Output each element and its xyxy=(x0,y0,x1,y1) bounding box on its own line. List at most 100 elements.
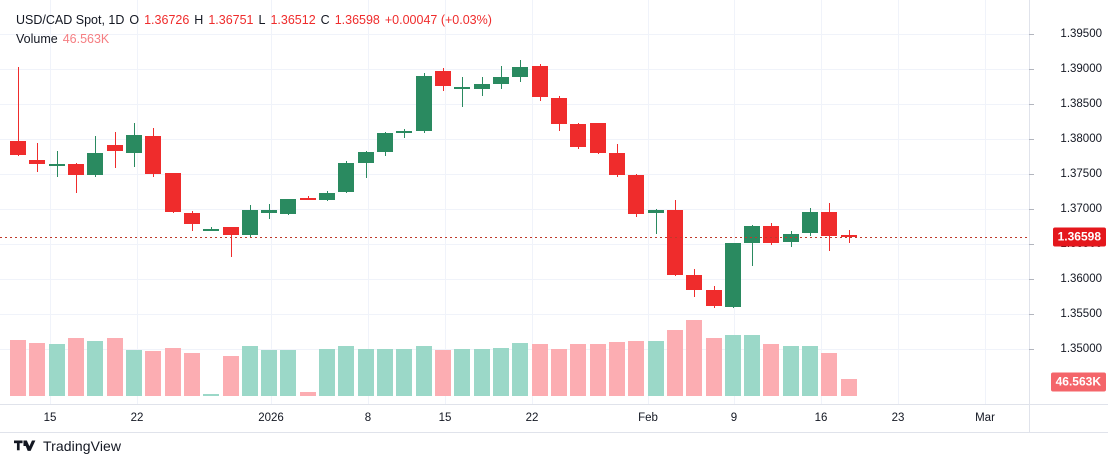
legend-volume-label[interactable]: Volume xyxy=(16,32,58,46)
gridline-vertical xyxy=(271,0,272,404)
volume-bar xyxy=(67,338,84,396)
candle-wick xyxy=(752,225,753,267)
time-axis-label: 2026 xyxy=(258,412,284,424)
price-axis-label: 1.39500 xyxy=(1060,28,1102,40)
candle-body xyxy=(493,77,509,84)
tradingview-logo[interactable]: TradingView xyxy=(14,433,121,459)
volume-bar xyxy=(415,345,432,396)
price-plot-area[interactable] xyxy=(0,0,1029,404)
candle-body xyxy=(125,134,142,153)
volume-bar xyxy=(821,352,838,396)
volume-bar xyxy=(261,349,278,396)
price-tick xyxy=(1029,314,1034,315)
price-axis-label: 1.35000 xyxy=(1060,343,1102,355)
volume-bar xyxy=(454,348,471,396)
volume-bar xyxy=(782,345,799,396)
candle-wick xyxy=(656,209,657,234)
candle-body xyxy=(821,211,838,236)
time-axis-label: 15 xyxy=(438,412,452,424)
candle-body xyxy=(647,209,664,214)
gridline-vertical xyxy=(368,0,369,404)
candle-wick xyxy=(18,66,19,156)
time-axis-label: 23 xyxy=(891,412,905,424)
candle-wick xyxy=(57,150,58,177)
price-tick xyxy=(1029,244,1034,245)
volume-bar xyxy=(106,338,123,396)
volume-bar xyxy=(647,340,664,396)
volume-bar xyxy=(241,345,258,396)
volume-bar xyxy=(435,349,452,396)
volume-bar xyxy=(10,339,26,396)
price-tick xyxy=(1029,279,1034,280)
gridline-vertical xyxy=(734,0,735,404)
gridline-horizontal xyxy=(0,139,1029,140)
price-axis-label: 1.38000 xyxy=(1060,133,1102,145)
volume-bar xyxy=(319,348,336,396)
candle-body xyxy=(454,87,471,90)
price-axis-label: 1.35500 xyxy=(1060,308,1102,320)
candle-wick xyxy=(76,162,77,193)
candle-wick xyxy=(37,142,38,172)
gridline-vertical xyxy=(898,0,899,404)
candle-body xyxy=(357,152,374,164)
time-axis[interactable]: 15 22 2026 8 15 22 Feb 9 16 23 Mar xyxy=(0,404,1029,432)
gridline-vertical xyxy=(648,0,649,404)
price-axis-label: 1.39000 xyxy=(1060,63,1102,75)
tradingview-mark-icon xyxy=(14,440,36,451)
volume-bar xyxy=(763,343,780,396)
candle-body xyxy=(550,97,567,124)
volume-bar xyxy=(840,379,857,396)
volume-bar xyxy=(628,340,645,396)
gridline-vertical xyxy=(985,0,986,404)
legend-low-value: 1.36512 xyxy=(270,13,316,27)
candle-body xyxy=(106,145,123,151)
chart-legend: USD/CAD Spot, 1D O 1.36726 H 1.36751 L 1.36… xyxy=(16,12,492,48)
candle-body xyxy=(48,164,65,167)
gridline-horizontal xyxy=(0,244,1029,245)
gridline-horizontal xyxy=(0,279,1029,280)
candle-body xyxy=(840,234,857,238)
legend-change: +0.00047 (+0.03%) xyxy=(384,13,492,27)
volume-bar xyxy=(802,345,819,396)
candle-body xyxy=(222,227,239,235)
time-axis-label: Feb xyxy=(638,412,658,424)
gridline-horizontal xyxy=(0,104,1029,105)
candle-wick xyxy=(231,227,232,258)
legend-low-key: L xyxy=(258,13,266,27)
time-axis-label: 8 xyxy=(364,412,372,424)
volume-bar xyxy=(512,342,529,396)
price-axis[interactable]: 1.39500 1.39000 1.38500 1.38000 1.37500 1.370… xyxy=(1029,0,1108,404)
price-axis-label: 1.37000 xyxy=(1060,203,1102,215)
legend-symbol[interactable]: USD/CAD Spot, 1D xyxy=(16,13,125,27)
volume-bar xyxy=(48,344,65,396)
legend-volume-row: Volume 46.563K xyxy=(16,31,492,48)
price-axis-label: 1.38500 xyxy=(1060,98,1102,110)
volume-bar xyxy=(550,348,567,396)
legend-close-key: C xyxy=(320,13,330,27)
candle-body xyxy=(512,66,529,78)
candle-body xyxy=(67,164,84,176)
legend-high-value: 1.36751 xyxy=(208,13,254,27)
volume-bar xyxy=(377,348,394,396)
gridline-vertical xyxy=(532,0,533,404)
volume-bar xyxy=(608,342,625,396)
time-axis-label: 16 xyxy=(814,412,828,424)
volume-bar xyxy=(203,394,220,396)
candle-body xyxy=(164,173,181,213)
legend-volume-value: 46.563K xyxy=(62,32,110,46)
candle-body xyxy=(686,274,703,291)
candle-body xyxy=(10,141,26,156)
candle-body xyxy=(396,131,413,134)
last-price-line xyxy=(0,237,1029,238)
candle-body xyxy=(241,209,258,235)
volume-bar xyxy=(666,329,683,396)
price-tick xyxy=(1029,69,1034,70)
time-axis-label: Mar xyxy=(975,412,995,424)
time-axis-label: 22 xyxy=(130,412,144,424)
gridline-horizontal xyxy=(0,34,1029,35)
volume-bar xyxy=(87,340,104,396)
candle-wick xyxy=(404,129,405,138)
volume-bar xyxy=(493,348,509,396)
candle-wick xyxy=(366,150,367,179)
